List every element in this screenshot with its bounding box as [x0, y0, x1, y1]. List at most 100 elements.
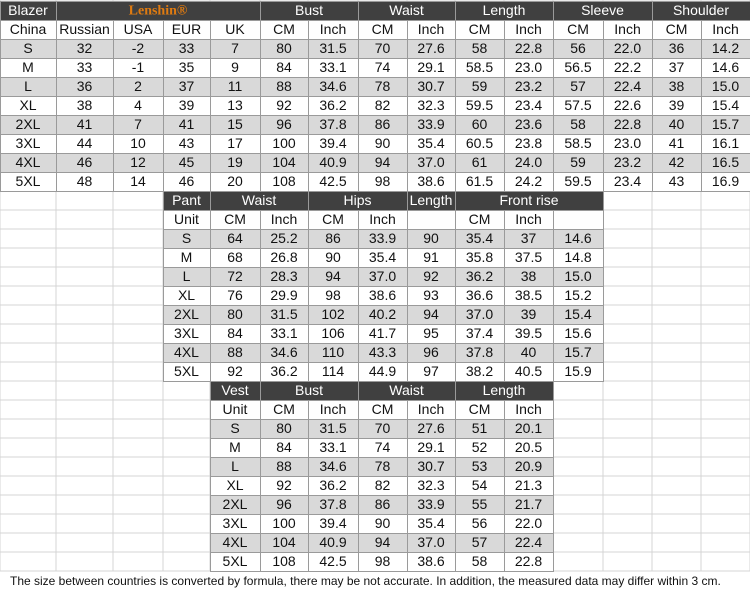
size-value: 96 — [423, 344, 439, 360]
size-value: 33.1 — [319, 59, 346, 75]
column-label: China — [10, 21, 47, 37]
size-value: 43 — [669, 173, 685, 189]
size-value: 60.5 — [466, 135, 493, 151]
size-value: 106 — [321, 325, 345, 341]
size-value: 15.9 — [564, 363, 591, 379]
size-value: 42.5 — [319, 553, 346, 569]
size-value: 22.8 — [515, 553, 542, 569]
size-label: L — [24, 78, 32, 94]
size-value: 30.7 — [417, 458, 444, 474]
size-value: 20 — [227, 173, 243, 189]
size-value: 33.9 — [417, 496, 444, 512]
size-value: -1 — [132, 59, 145, 75]
size-label: 3XL — [223, 515, 248, 531]
size-value: 37.0 — [417, 534, 444, 550]
size-label: 3XL — [174, 325, 199, 341]
size-value: 108 — [272, 173, 296, 189]
column-label: Inch — [320, 401, 346, 417]
size-value: 39.4 — [319, 515, 346, 531]
size-value: 97 — [423, 363, 439, 379]
size-value: 22.0 — [614, 40, 641, 56]
size-value: 80 — [276, 40, 292, 56]
header-cell: Waist — [389, 2, 424, 18]
size-value: 68 — [227, 249, 243, 265]
size-value: 34.6 — [270, 344, 297, 360]
size-value: 10 — [130, 135, 146, 151]
size-value: 96 — [276, 496, 292, 512]
size-value: 91 — [423, 249, 439, 265]
column-label: Inch — [320, 21, 346, 37]
size-value: 54 — [472, 477, 488, 493]
size-value: 108 — [272, 553, 296, 569]
size-value: 34.6 — [319, 458, 346, 474]
size-value: 39 — [179, 97, 195, 113]
size-value: 45 — [179, 154, 195, 170]
column-label: USA — [124, 21, 153, 37]
size-value: 58.5 — [466, 59, 493, 75]
size-value: 36.2 — [319, 97, 346, 113]
size-value: 36.2 — [270, 363, 297, 379]
column-label: CM — [666, 21, 688, 37]
column-label: Inch — [418, 401, 444, 417]
size-value: 22.2 — [614, 59, 641, 75]
header-cell: Length — [410, 192, 453, 208]
size-value: 43.3 — [369, 344, 396, 360]
size-value: 56 — [570, 40, 586, 56]
size-value: 32.3 — [417, 97, 444, 113]
column-label: CM — [372, 21, 394, 37]
size-value: 13 — [227, 97, 243, 113]
size-value: 38.6 — [369, 287, 396, 303]
size-value: 34.6 — [319, 78, 346, 94]
size-value: 44 — [77, 135, 93, 151]
size-value: 38.6 — [417, 553, 444, 569]
size-value: 25.2 — [270, 230, 297, 246]
size-value: 23.4 — [614, 173, 641, 189]
size-value: 21.7 — [515, 496, 542, 512]
size-value: 33.1 — [270, 325, 297, 341]
size-value: 40.5 — [515, 363, 542, 379]
cell — [553, 362, 604, 382]
size-value: 84 — [276, 59, 292, 75]
cell — [701, 172, 750, 192]
column-label: CM — [469, 21, 491, 37]
size-value: 70 — [375, 40, 391, 56]
size-value: 36.6 — [466, 287, 493, 303]
header-cell: Front rise — [499, 192, 558, 208]
size-value: 90 — [423, 230, 439, 246]
size-label: M — [22, 59, 34, 75]
size-value: 44.9 — [369, 363, 396, 379]
header-cell: Bust — [295, 382, 323, 398]
size-value: 16.9 — [712, 173, 739, 189]
size-value: 58 — [472, 40, 488, 56]
size-value: 15.0 — [564, 268, 591, 284]
size-value: 14.2 — [712, 40, 739, 56]
size-value: 100 — [272, 515, 296, 531]
size-value: 7 — [134, 116, 142, 132]
size-value: 40 — [669, 116, 685, 132]
column-label: CM — [224, 211, 246, 227]
size-value: 4 — [134, 97, 142, 113]
size-value: 27.6 — [417, 40, 444, 56]
size-value: 42.5 — [319, 173, 346, 189]
size-value: 29.1 — [417, 439, 444, 455]
size-value: 35.4 — [466, 230, 493, 246]
size-value: 38.2 — [466, 363, 493, 379]
size-value: 64 — [227, 230, 243, 246]
size-value: 22.4 — [515, 534, 542, 550]
size-label: XL — [178, 287, 195, 303]
size-value: 24.0 — [515, 154, 542, 170]
size-value: 19 — [227, 154, 243, 170]
size-value: 20.5 — [515, 439, 542, 455]
size-value: 74 — [375, 59, 391, 75]
size-value: 26.8 — [270, 249, 297, 265]
size-value: 30.7 — [417, 78, 444, 94]
size-value: 86 — [325, 230, 341, 246]
size-value: 12 — [130, 154, 146, 170]
size-label: 4XL — [174, 344, 199, 360]
size-value: 22.0 — [515, 515, 542, 531]
size-value: 23.2 — [515, 78, 542, 94]
size-value: 14.6 — [564, 230, 591, 246]
column-label: CM — [567, 21, 589, 37]
size-value: 92 — [276, 477, 292, 493]
size-label: 5XL — [16, 173, 41, 189]
